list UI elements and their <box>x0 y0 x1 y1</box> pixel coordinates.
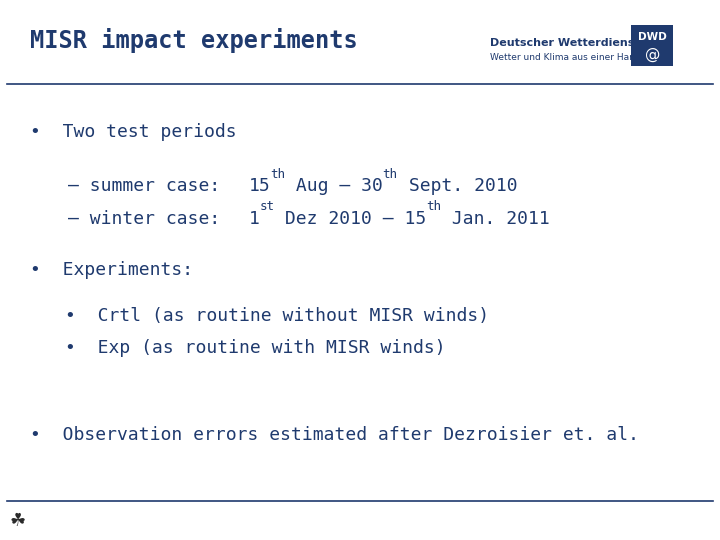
Text: st: st <box>259 200 274 213</box>
Text: th: th <box>426 200 441 213</box>
Text: Jan. 2011: Jan. 2011 <box>441 210 549 228</box>
FancyBboxPatch shape <box>631 25 673 66</box>
Text: Sept. 2010: Sept. 2010 <box>397 177 517 195</box>
Text: •  Experiments:: • Experiments: <box>30 261 194 279</box>
Text: •  Observation errors estimated after Dezroisier et. al.: • Observation errors estimated after Dez… <box>30 426 639 444</box>
Text: •  Exp (as routine with MISR winds): • Exp (as routine with MISR winds) <box>65 339 446 357</box>
Text: Dez 2010 – 15: Dez 2010 – 15 <box>274 210 426 228</box>
Text: MISR impact experiments: MISR impact experiments <box>30 28 358 53</box>
Text: Aug – 30: Aug – 30 <box>285 177 383 195</box>
Text: DWD: DWD <box>638 32 667 42</box>
Text: – winter case:: – winter case: <box>68 210 220 228</box>
Text: 1: 1 <box>248 210 259 228</box>
Text: th: th <box>270 168 285 181</box>
Text: Wetter und Klima aus einer Hand: Wetter und Klima aus einer Hand <box>490 53 640 62</box>
Text: th: th <box>382 168 397 181</box>
Text: Deutscher Wetterdienst: Deutscher Wetterdienst <box>490 38 639 48</box>
Text: ☘: ☘ <box>10 511 26 530</box>
Text: •  Two test periods: • Two test periods <box>30 123 237 141</box>
Text: 15: 15 <box>248 177 270 195</box>
Text: – summer case:: – summer case: <box>68 177 220 195</box>
Text: @: @ <box>644 47 660 62</box>
Text: •  Crtl (as routine without MISR winds): • Crtl (as routine without MISR winds) <box>65 307 489 325</box>
